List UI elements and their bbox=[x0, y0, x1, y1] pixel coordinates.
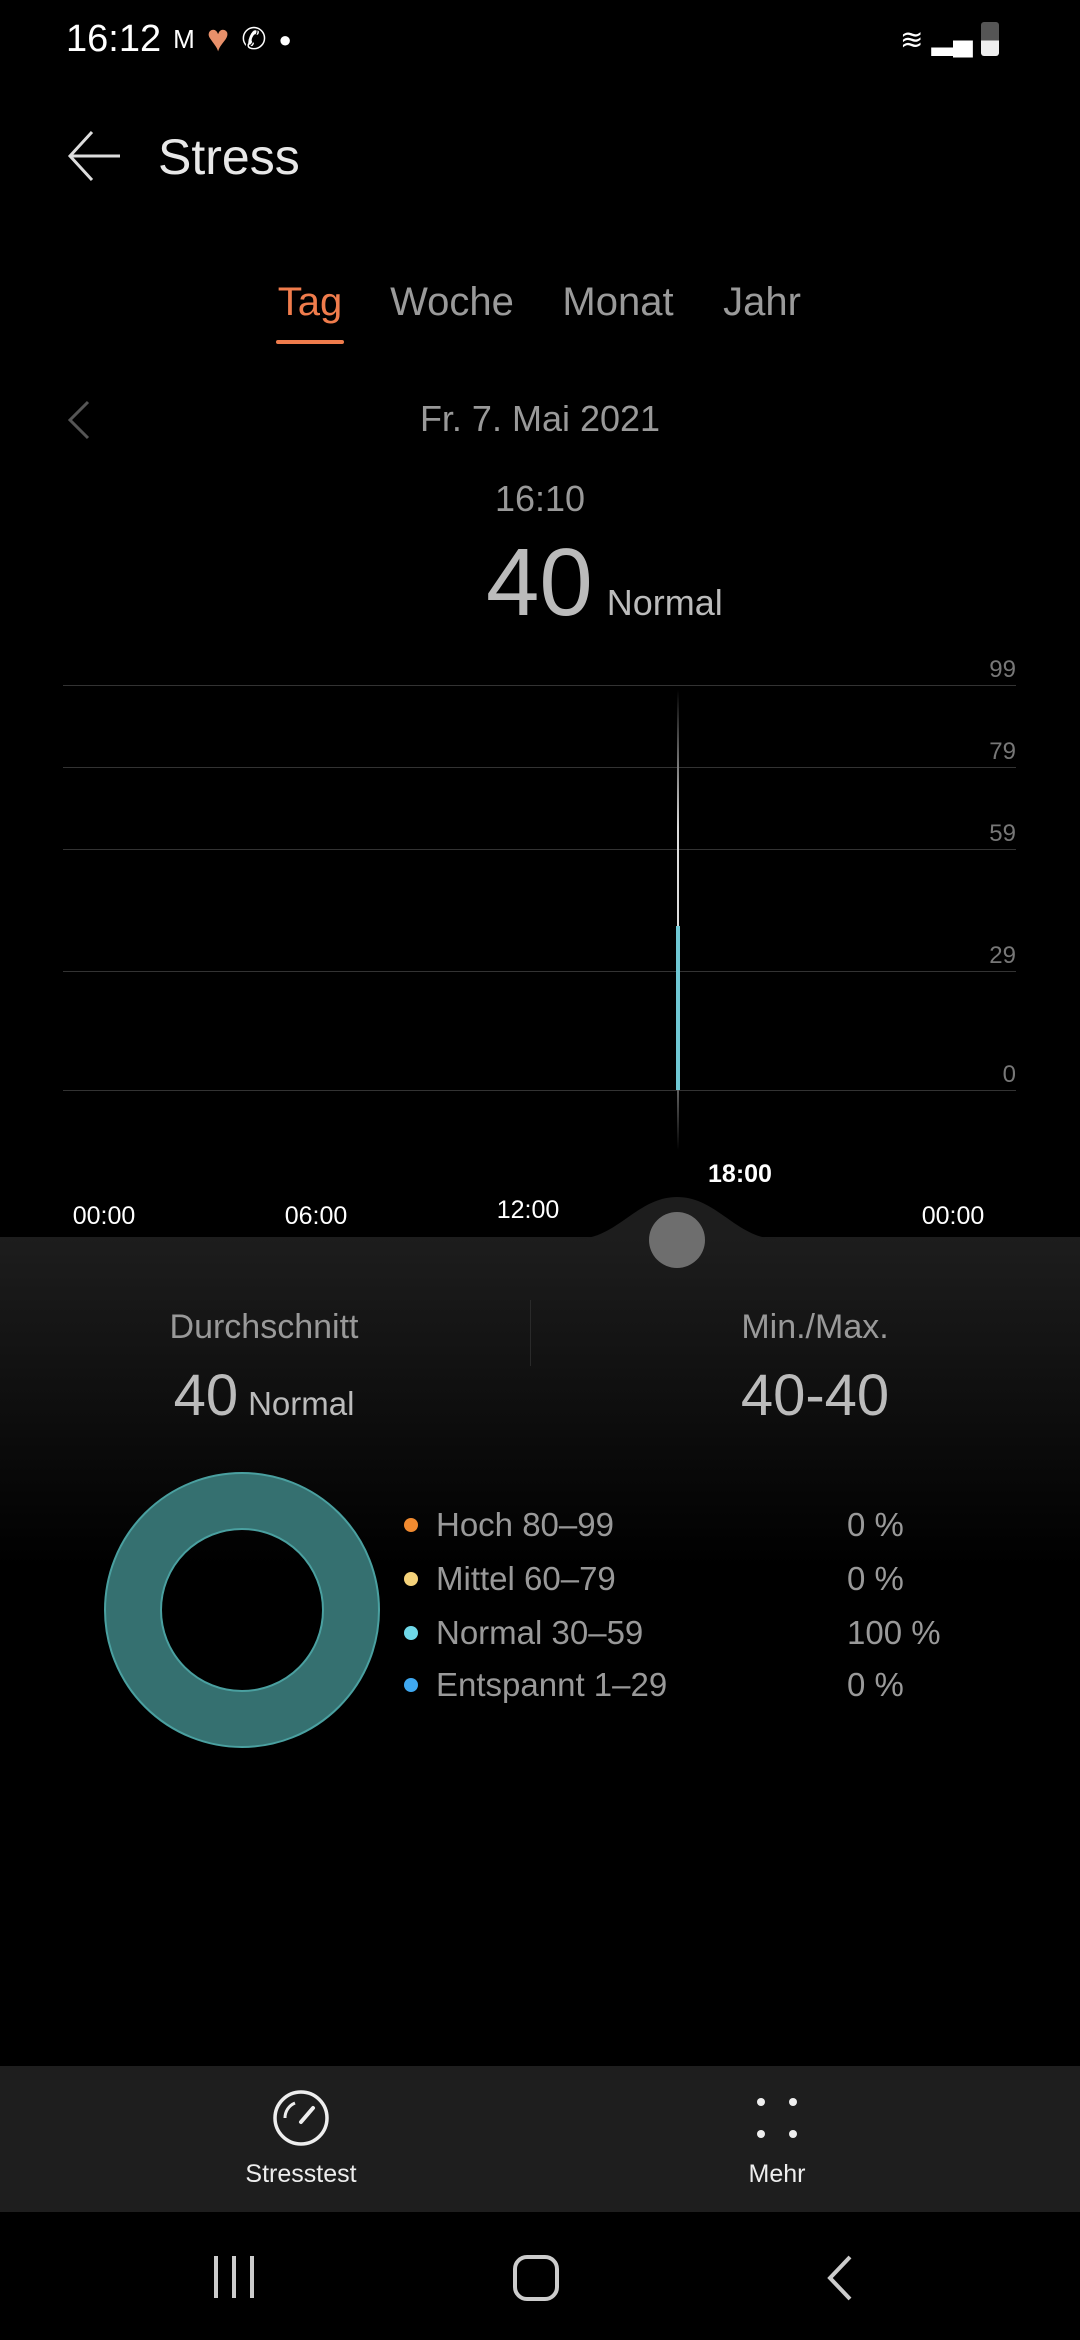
whatsapp-icon: ✆ bbox=[241, 23, 267, 56]
x-tick: 12:00 bbox=[496, 1196, 560, 1224]
donut-segment-normal bbox=[105, 1473, 379, 1747]
system-icons: ≋ ▂▄ bbox=[900, 22, 999, 56]
wifi-icon: ≋ bbox=[900, 23, 924, 55]
x-tick: 00:00 bbox=[921, 1202, 985, 1230]
minmax-value: 40-40 bbox=[740, 1363, 890, 1428]
stresstest-button[interactable]: Stresstest bbox=[221, 2080, 381, 2200]
reading-value: 40 bbox=[486, 529, 593, 636]
gmail-icon: M bbox=[173, 24, 195, 54]
back-button[interactable] bbox=[66, 128, 122, 184]
gridline bbox=[63, 1090, 1016, 1091]
time-slider-handle[interactable] bbox=[649, 1212, 705, 1268]
legend-percent: 0 % bbox=[847, 1560, 904, 1597]
bottom-nav bbox=[0, 2066, 1080, 2212]
page-title: Stress bbox=[158, 129, 300, 185]
gridline bbox=[63, 685, 1016, 686]
stress-bar[interactable] bbox=[676, 926, 680, 1090]
x-tick: 00:00 bbox=[72, 1202, 136, 1230]
gridline bbox=[63, 849, 1016, 850]
legend-percent: 0 % bbox=[847, 1666, 904, 1703]
legend-label: Normal 30–59 bbox=[436, 1614, 644, 1651]
legend-label: Hoch 80–99 bbox=[436, 1506, 614, 1543]
signal-icon: ▂▄ bbox=[931, 23, 973, 55]
prev-date-button[interactable] bbox=[64, 398, 94, 447]
legend-dot bbox=[404, 1572, 418, 1586]
tab-day[interactable]: Tag bbox=[277, 280, 343, 324]
legend-dot bbox=[404, 1518, 418, 1532]
y-tick: 0 bbox=[1002, 1061, 1016, 1088]
dot-icon: ● bbox=[278, 26, 292, 52]
status-time: 16:12 bbox=[66, 18, 162, 60]
speedometer-icon bbox=[273, 2090, 329, 2146]
more-label: Mehr bbox=[748, 2160, 806, 2188]
selection-line bbox=[677, 690, 679, 1150]
reading: 40 Normal bbox=[486, 528, 723, 638]
y-tick: 29 bbox=[989, 942, 1016, 969]
tab-year[interactable]: Jahr bbox=[723, 280, 801, 324]
legend-item: Mittel 60–79 bbox=[404, 1560, 616, 1598]
reading-level: Normal bbox=[606, 582, 723, 623]
status-bar: 16:12 M ♥ ✆ ● bbox=[66, 18, 292, 61]
health-heart-icon: ♥ bbox=[206, 18, 230, 60]
divider bbox=[530, 1300, 531, 1366]
gridline bbox=[63, 971, 1016, 972]
recent-apps-icon[interactable] bbox=[212, 2254, 256, 2300]
system-back-icon[interactable] bbox=[824, 2254, 856, 2302]
legend-label: Mittel 60–79 bbox=[436, 1560, 616, 1597]
average: 40 Normal bbox=[64, 1362, 464, 1429]
stresstest-label: Stresstest bbox=[245, 2160, 357, 2188]
reading-time: 16:10 bbox=[494, 478, 586, 519]
y-tick: 79 bbox=[989, 738, 1016, 765]
x-tick: 18:00 bbox=[708, 1160, 772, 1188]
tab-month[interactable]: Monat bbox=[562, 280, 674, 324]
legend-label: Entspannt 1–29 bbox=[436, 1666, 668, 1703]
legend-percent: 0 % bbox=[847, 1506, 904, 1543]
tab-indicator bbox=[276, 340, 344, 344]
average-value: 40 bbox=[173, 1363, 239, 1428]
x-tick: 06:00 bbox=[284, 1202, 348, 1230]
minmax-label: Min./Max. bbox=[741, 1308, 889, 1346]
chevron-left-icon bbox=[67, 400, 90, 440]
y-tick: 59 bbox=[989, 820, 1016, 847]
legend-item: Normal 30–59 bbox=[404, 1614, 643, 1652]
legend-dot bbox=[404, 1626, 418, 1640]
legend-item: Hoch 80–99 bbox=[404, 1506, 614, 1544]
distribution-donut bbox=[104, 1472, 380, 1748]
legend-percent: 100 % bbox=[847, 1614, 941, 1651]
gridline bbox=[63, 767, 1016, 768]
y-tick: 99 bbox=[989, 656, 1016, 683]
tab-week[interactable]: Woche bbox=[390, 280, 514, 324]
home-icon[interactable] bbox=[512, 2254, 560, 2302]
more-button[interactable]: Mehr bbox=[697, 2080, 857, 2200]
back-arrow-icon bbox=[67, 130, 120, 182]
average-level: Normal bbox=[248, 1385, 355, 1422]
more-dots-icon bbox=[757, 2098, 797, 2138]
legend-dot bbox=[404, 1678, 418, 1692]
battery-icon bbox=[980, 22, 999, 56]
legend-item: Entspannt 1–29 bbox=[404, 1666, 667, 1704]
average-label: Durchschnitt bbox=[169, 1308, 359, 1346]
date-label: Fr. 7. Mai 2021 bbox=[419, 398, 661, 439]
